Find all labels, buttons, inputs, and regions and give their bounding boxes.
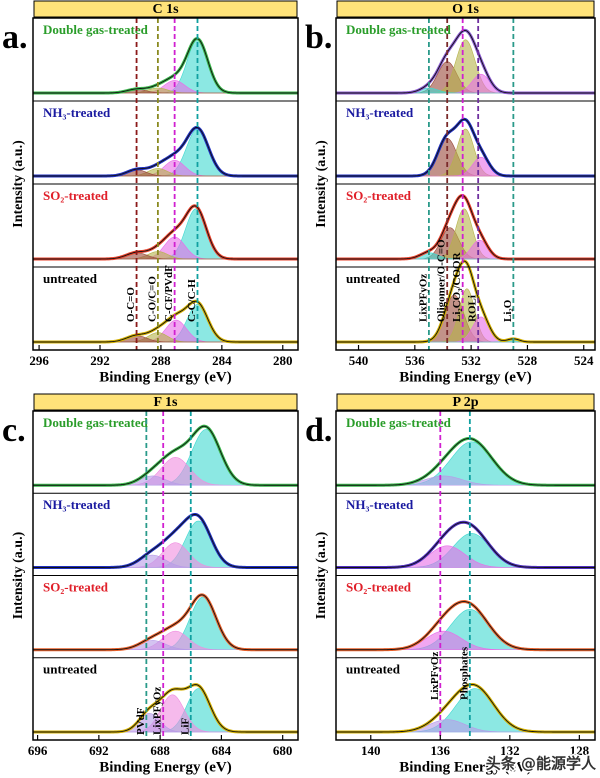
sample-label: Double gas-treated (43, 415, 149, 430)
sample-label: untreated (346, 662, 401, 677)
x-tick-label: 296 (29, 353, 49, 368)
peak-component (336, 441, 595, 486)
sample-label: SO₂-treated (43, 188, 109, 203)
sample-label: NH₃-treated (346, 497, 414, 512)
x-tick-label: 684 (212, 743, 232, 758)
x-tick-label: 532 (461, 353, 481, 368)
x-tick-label: 288 (151, 353, 171, 368)
x-tick-label: 536 (405, 353, 425, 368)
chart-title: F 1s (154, 395, 179, 410)
reference-label: LixPFyOz (417, 274, 429, 322)
x-axis-label: Binding Energy (eV) (99, 369, 232, 385)
title-box (33, 393, 298, 411)
fit-line (33, 205, 298, 260)
fit-line (336, 521, 595, 568)
x-tick-label: 140 (361, 743, 381, 758)
reference-label: Phosphates (458, 646, 470, 700)
plot-frame (32, 17, 299, 351)
x-tick-label: 136 (431, 743, 451, 758)
peak-component (336, 39, 595, 94)
chart-title: O 1s (452, 2, 479, 17)
reference-label: C-O/C=O (146, 276, 158, 322)
y-axis-label: Intensity (a.u.) (11, 140, 26, 228)
peak-component (336, 208, 595, 260)
panel-label: c. (2, 412, 26, 449)
reference-label: LiF (179, 718, 191, 735)
title-box (336, 393, 595, 411)
fit-line (33, 38, 298, 94)
y-axis-label: Intensity (a.u.) (11, 531, 26, 619)
reference-label: Li₂CO₃/COOR (451, 251, 463, 322)
panel-label: a. (2, 19, 28, 56)
sample-label: NH₃-treated (346, 105, 414, 120)
sample-label: untreated (43, 271, 98, 286)
fit-line (336, 29, 595, 94)
sample-label: Double gas-treated (346, 22, 452, 37)
sample-label: Double gas-treated (346, 415, 452, 430)
x-tick-label: 280 (273, 353, 293, 368)
fit-line (336, 194, 595, 260)
x-tick-label: 680 (273, 743, 293, 758)
panel-label: b. (305, 19, 332, 56)
fit-line (33, 594, 298, 651)
title-box (336, 0, 595, 18)
reference-label: LixPFyOz (152, 687, 164, 735)
x-tick-label: 540 (349, 353, 369, 368)
x-tick-label: 284 (212, 353, 232, 368)
peak-component (336, 128, 595, 177)
sample-label: NH₃-treated (43, 497, 111, 512)
fit-line (33, 514, 298, 568)
plot-frame (32, 410, 299, 741)
title-box (33, 0, 298, 18)
sample-label: untreated (346, 271, 401, 286)
reference-label: C-C/C-H (186, 279, 198, 322)
y-axis-label: Intensity (a.u.) (314, 531, 329, 619)
sample-label: untreated (43, 662, 98, 677)
panel-label: d. (305, 412, 332, 449)
watermark: 头条 @能源学人 (486, 755, 597, 773)
chart-title: C 1s (152, 2, 179, 17)
x-tick-label: 692 (89, 743, 109, 758)
reference-label: LixPFyOz (429, 652, 441, 700)
x-tick-label: 528 (518, 353, 538, 368)
x-tick-label: 696 (28, 743, 48, 758)
reference-label: ROLi (467, 295, 479, 322)
x-axis-label: Binding Energy (eV) (399, 369, 532, 385)
peak-component (336, 288, 595, 343)
fit-line (33, 127, 298, 177)
x-tick-label: 688 (150, 743, 170, 758)
plot-frame (335, 17, 596, 351)
reference-label: C-CF/PVdF (163, 265, 175, 322)
fit-line (336, 438, 595, 486)
fit-line (33, 300, 298, 343)
chart-title: P 2p (452, 395, 478, 410)
y-axis-label: Intensity (a.u.) (314, 140, 329, 228)
reference-label: O-C=O (125, 287, 137, 322)
fit-line (336, 260, 595, 343)
sample-label: Double gas-treated (43, 22, 149, 37)
sample-label: SO₂-treated (346, 579, 412, 594)
fit-line (336, 683, 595, 733)
x-tick-label: 128 (570, 743, 590, 758)
sample-label: SO₂-treated (346, 188, 412, 203)
sample-label: NH₃-treated (43, 105, 111, 120)
x-axis-label: Binding Energy (eV) (399, 759, 532, 775)
fit-line (336, 601, 595, 651)
reference-label: Oligomer/O-C=O (436, 239, 448, 322)
fit-line (33, 684, 298, 733)
fit-line (33, 425, 298, 486)
fit-line (336, 118, 595, 177)
reference-label: Li₂O (502, 299, 514, 322)
plot-frame (335, 410, 596, 741)
x-tick-label: 292 (90, 353, 110, 368)
x-axis-label: Binding Energy (eV) (99, 759, 232, 775)
sample-label: SO₂-treated (43, 579, 109, 594)
reference-label: PVdF (135, 707, 147, 735)
x-tick-label: 524 (574, 353, 594, 368)
x-tick-label: 132 (500, 743, 520, 758)
